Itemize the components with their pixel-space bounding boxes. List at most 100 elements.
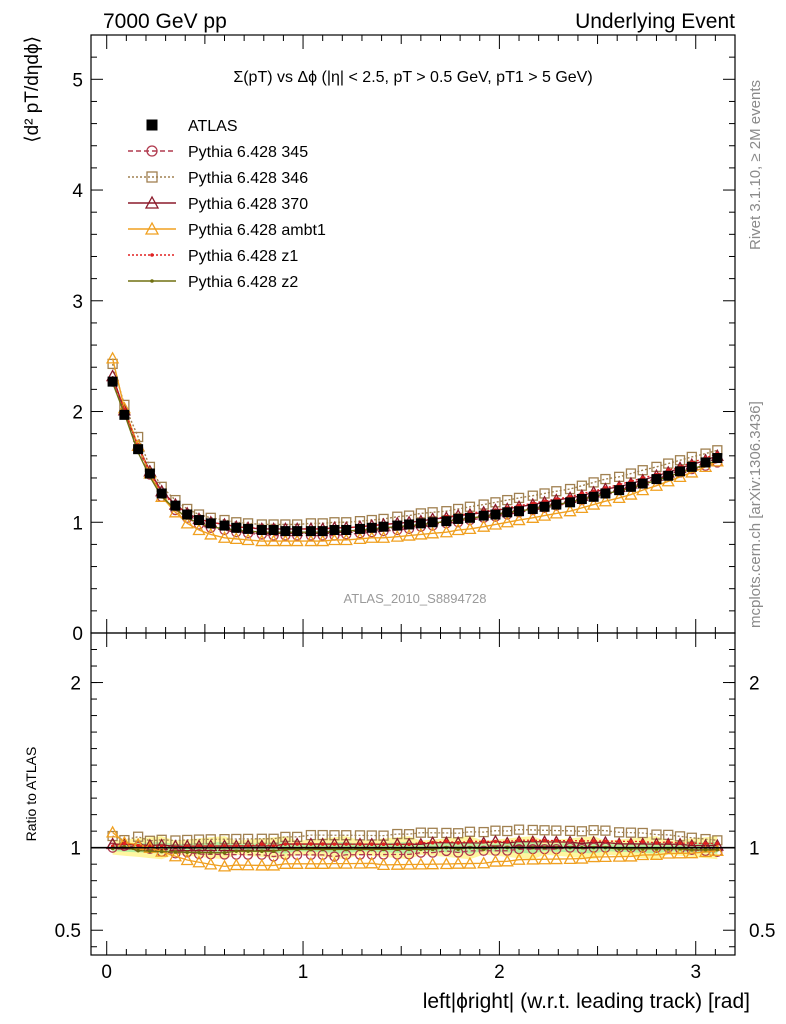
ratio-point <box>234 844 239 848</box>
legend-marker <box>146 145 158 157</box>
ratio-point <box>283 847 288 852</box>
ratio-point <box>381 842 386 847</box>
ratio-point <box>173 850 178 854</box>
ratio-point <box>192 855 206 868</box>
data-point <box>451 523 465 536</box>
ratio-point <box>451 856 465 869</box>
series-pythia-6-428-346 <box>107 358 723 530</box>
data-point <box>414 527 428 540</box>
ratio-point <box>554 838 559 843</box>
ratio-point <box>205 834 216 845</box>
x-tick-label: 0 <box>101 962 112 983</box>
header-right: Underlying Event <box>575 10 735 33</box>
legend-marker <box>146 119 158 131</box>
data-point <box>182 509 193 520</box>
legend-label: Pythia 6.428 z2 <box>188 274 298 291</box>
legend-marker <box>150 279 154 283</box>
legend-label: Pythia 6.428 346 <box>188 170 308 187</box>
data-point <box>551 499 562 510</box>
legend-label: ATLAS <box>188 118 238 135</box>
data-point <box>464 512 475 523</box>
ratio-point <box>278 856 292 869</box>
main-ticks: 0 1 2 3 4 5 <box>72 34 735 645</box>
ratio-point <box>444 839 449 843</box>
data-point <box>477 519 491 532</box>
data-point <box>427 507 438 518</box>
series-atlas <box>107 376 723 537</box>
data-point <box>365 530 379 543</box>
legend: ATLAS Pythia 6.428 345 Pythia 6.428 346 Pyt… <box>128 118 326 291</box>
data-point <box>305 526 316 537</box>
ratio-point <box>231 833 242 845</box>
data-point <box>426 526 440 539</box>
ratio-point <box>678 841 682 845</box>
ratio-y-tick-label-right: 1 <box>749 839 760 860</box>
data-point <box>292 526 303 537</box>
data-point <box>229 532 243 545</box>
ratio-point <box>136 843 140 848</box>
ratio-point <box>344 842 349 846</box>
ratio-point <box>415 827 427 838</box>
data-point <box>439 525 453 538</box>
legend-marker <box>144 221 160 235</box>
ratio-point <box>260 849 264 854</box>
ratio-y-tick-label: 1 <box>70 839 81 860</box>
data-point <box>514 506 525 517</box>
data-point <box>392 520 403 531</box>
main-ylabel: ⟨d² pT/dηdϕ⟩ <box>22 36 43 143</box>
ratio-point <box>539 825 550 836</box>
ratio-series <box>91 824 735 872</box>
ratio-point <box>353 856 367 869</box>
data-point <box>366 522 377 533</box>
legend-marker <box>146 171 158 183</box>
ratio-point <box>588 825 599 836</box>
ratio-point <box>612 849 626 862</box>
data-point <box>180 516 194 529</box>
ratio-point <box>512 852 526 865</box>
ratio-point <box>170 835 181 846</box>
ratio-point <box>537 852 552 865</box>
mcplots-label: mcplots.cern.ch [arXiv:1306.3436] <box>747 401 764 628</box>
data-point <box>637 478 648 489</box>
data-point <box>488 517 503 530</box>
ratio-line <box>112 831 718 868</box>
ratio-point <box>234 849 239 853</box>
data-point <box>205 518 216 529</box>
data-point <box>339 533 353 546</box>
ratio-point <box>629 839 633 844</box>
data-point <box>527 503 538 514</box>
data-point <box>712 453 723 464</box>
ratio-point <box>414 857 428 870</box>
data-point <box>378 521 389 532</box>
data-point <box>354 523 365 534</box>
ratio-point <box>156 834 167 845</box>
ratio-point <box>395 847 400 852</box>
ratio-point <box>246 844 250 848</box>
ratio-point <box>168 849 183 862</box>
ratio-point <box>640 839 645 844</box>
data-point <box>453 503 464 515</box>
ratio-point <box>598 849 613 862</box>
data-point <box>255 534 269 547</box>
ratio-point <box>715 847 720 852</box>
ratio-point <box>600 825 611 836</box>
ratio-point <box>132 831 144 842</box>
data-point <box>537 508 552 521</box>
ratio-ticks: 0.5 0.5 1 1 2 2 0 1 2 3 <box>55 633 775 983</box>
ratio-point <box>241 858 255 871</box>
series-line <box>111 358 718 542</box>
ratio-y-tick-label-right: 2 <box>749 674 760 695</box>
data-point <box>490 509 501 520</box>
ratio-point <box>390 857 404 870</box>
ratio-point <box>271 844 276 848</box>
x-tick-label: 3 <box>690 962 701 983</box>
data-point <box>317 526 328 537</box>
main-title: Σ(pT) vs Δϕ (|η| < 2.5, pT > 0.5 GeV, pT… <box>233 69 592 86</box>
ratio-point <box>283 842 288 846</box>
ratio-point <box>502 825 513 837</box>
analysis-id-label: ATLAS_2010_S8894728 <box>344 591 487 606</box>
data-point <box>636 483 650 496</box>
ratio-point <box>614 827 625 838</box>
series-pythia-6-428-z1 <box>110 377 720 531</box>
ratio-point <box>478 845 489 856</box>
